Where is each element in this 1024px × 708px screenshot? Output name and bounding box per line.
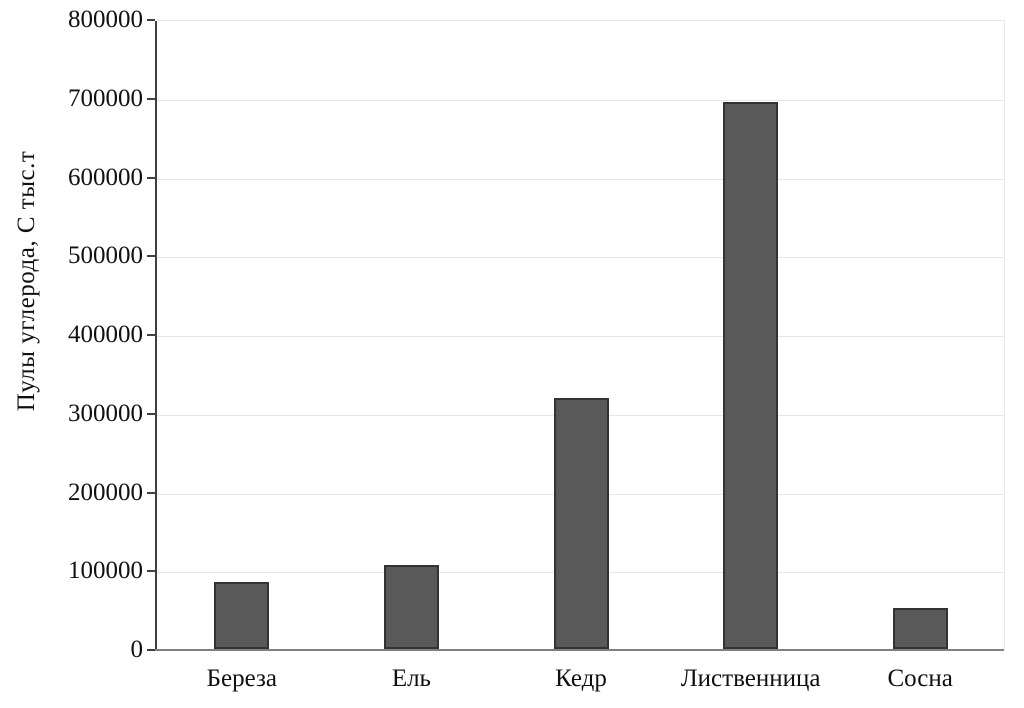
y-tick-label: 300000 bbox=[68, 399, 143, 427]
x-axis-line bbox=[155, 649, 1004, 651]
x-category-label: Лиственница bbox=[680, 665, 821, 692]
y-tick-label: 800000 bbox=[68, 6, 143, 33]
y-tick-mark bbox=[147, 255, 155, 258]
y-tick-mark bbox=[147, 491, 155, 494]
y-tick-label: 700000 bbox=[68, 84, 143, 112]
y-tick-mark bbox=[147, 176, 155, 179]
x-category-label: Ель bbox=[391, 665, 431, 692]
y-tick-mark bbox=[147, 412, 155, 415]
y-tick-mark bbox=[147, 334, 155, 336]
bar bbox=[214, 582, 270, 649]
y-tick-label: 200000 bbox=[68, 478, 143, 506]
bar bbox=[892, 608, 948, 649]
plot-area bbox=[155, 20, 1005, 651]
gridline bbox=[157, 99, 1004, 101]
bar bbox=[553, 397, 609, 649]
gridline bbox=[157, 336, 1004, 337]
y-tick-label: 400000 bbox=[68, 321, 143, 348]
y-tick-label: 100000 bbox=[68, 557, 143, 585]
gridline bbox=[157, 178, 1004, 180]
y-tick-mark bbox=[147, 570, 155, 573]
y-tick-label: 600000 bbox=[68, 163, 143, 191]
bar bbox=[383, 564, 439, 649]
y-tick-mark bbox=[147, 649, 155, 651]
y-axis-line bbox=[155, 21, 157, 650]
y-tick-label: 0 bbox=[130, 636, 144, 663]
gridline bbox=[157, 257, 1004, 259]
x-category-label: Береза bbox=[206, 665, 277, 692]
y-tick-mark bbox=[147, 97, 155, 100]
bar bbox=[723, 102, 779, 649]
x-category-label: Кедр bbox=[555, 665, 607, 692]
y-tick-label: 500000 bbox=[68, 242, 143, 270]
x-category-label: Сосна bbox=[887, 665, 953, 692]
y-tick-mark bbox=[147, 19, 155, 21]
